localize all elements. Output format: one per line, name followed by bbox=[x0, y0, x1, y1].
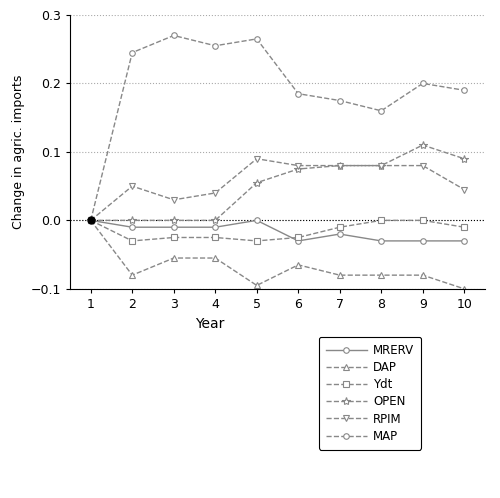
RPIM bbox=[420, 162, 426, 168]
Ydt bbox=[171, 235, 177, 241]
MRERV bbox=[461, 238, 467, 244]
DAP bbox=[420, 272, 426, 278]
OPEN bbox=[212, 218, 218, 224]
DAP bbox=[378, 272, 384, 278]
MAP bbox=[378, 108, 384, 114]
MAP bbox=[171, 32, 177, 38]
RPIM bbox=[129, 183, 135, 189]
Legend: MRERV, DAP, Ydt, OPEN, RPIM, MAP: MRERV, DAP, Ydt, OPEN, RPIM, MAP bbox=[318, 337, 422, 450]
MRERV bbox=[88, 218, 94, 224]
DAP bbox=[337, 272, 343, 278]
OPEN bbox=[378, 162, 384, 168]
MAP bbox=[88, 218, 94, 224]
RPIM bbox=[212, 190, 218, 196]
RPIM bbox=[88, 218, 94, 224]
OPEN bbox=[337, 162, 343, 168]
MRERV bbox=[337, 231, 343, 237]
OPEN bbox=[88, 218, 94, 224]
Line: RPIM: RPIM bbox=[88, 156, 467, 223]
OPEN bbox=[295, 166, 301, 172]
MRERV bbox=[171, 224, 177, 230]
Y-axis label: Change in agric. imports: Change in agric. imports bbox=[12, 75, 25, 229]
Text: Year: Year bbox=[196, 317, 224, 331]
Ydt bbox=[461, 224, 467, 230]
Line: OPEN: OPEN bbox=[86, 141, 468, 225]
MAP bbox=[295, 91, 301, 97]
RPIM bbox=[254, 156, 260, 162]
RPIM bbox=[378, 162, 384, 168]
DAP bbox=[295, 262, 301, 268]
RPIM bbox=[295, 162, 301, 168]
MAP bbox=[212, 43, 218, 49]
Line: MRERV: MRERV bbox=[88, 218, 467, 244]
DAP bbox=[171, 255, 177, 261]
Ydt bbox=[129, 238, 135, 244]
MAP bbox=[254, 36, 260, 42]
DAP bbox=[212, 255, 218, 261]
RPIM bbox=[461, 187, 467, 193]
DAP bbox=[461, 286, 467, 292]
Ydt bbox=[295, 235, 301, 241]
MRERV bbox=[212, 224, 218, 230]
MRERV bbox=[129, 224, 135, 230]
DAP bbox=[88, 218, 94, 224]
MAP bbox=[337, 98, 343, 104]
MRERV bbox=[378, 238, 384, 244]
Ydt bbox=[254, 238, 260, 244]
MAP bbox=[420, 80, 426, 87]
MRERV bbox=[420, 238, 426, 244]
Line: MAP: MAP bbox=[88, 33, 467, 223]
Ydt bbox=[420, 218, 426, 224]
Line: DAP: DAP bbox=[88, 218, 467, 292]
OPEN bbox=[129, 218, 135, 224]
OPEN bbox=[171, 218, 177, 224]
Ydt bbox=[337, 224, 343, 230]
MAP bbox=[461, 87, 467, 93]
Ydt bbox=[378, 218, 384, 224]
Line: Ydt: Ydt bbox=[88, 218, 467, 244]
DAP bbox=[254, 282, 260, 288]
DAP bbox=[129, 272, 135, 278]
Ydt bbox=[212, 235, 218, 241]
OPEN bbox=[254, 180, 260, 186]
MRERV bbox=[295, 238, 301, 244]
RPIM bbox=[337, 162, 343, 168]
OPEN bbox=[461, 156, 467, 162]
Ydt bbox=[88, 218, 94, 224]
OPEN bbox=[420, 142, 426, 148]
MRERV bbox=[254, 218, 260, 224]
MAP bbox=[129, 50, 135, 56]
RPIM bbox=[171, 197, 177, 203]
